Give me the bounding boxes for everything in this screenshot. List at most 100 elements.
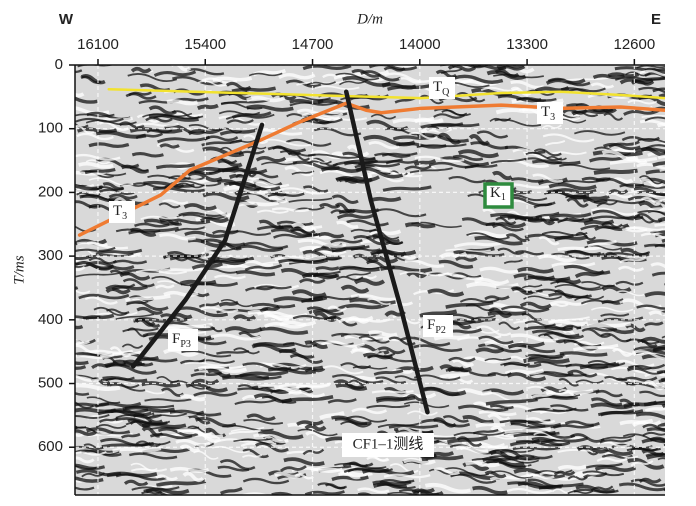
reflection	[357, 487, 390, 494]
reflection	[253, 283, 300, 290]
reflection	[642, 431, 665, 437]
reflection	[652, 161, 665, 167]
reflection	[193, 391, 238, 397]
reflection	[427, 288, 465, 297]
reflection	[674, 186, 696, 190]
reflection	[279, 465, 307, 473]
reflection	[666, 383, 696, 390]
reflection	[132, 182, 170, 189]
reflection	[295, 382, 331, 389]
reflection	[673, 317, 696, 320]
reflection	[217, 465, 250, 472]
reflection	[595, 389, 623, 398]
reflection	[75, 246, 116, 253]
reflection	[570, 433, 605, 443]
reflection	[112, 259, 148, 265]
reflection	[389, 463, 419, 474]
reflection	[638, 477, 662, 484]
reflection	[125, 294, 171, 303]
reflection	[634, 147, 665, 153]
reflection	[291, 170, 315, 176]
reflection	[75, 433, 85, 437]
reflection	[666, 371, 696, 375]
reflection	[222, 424, 274, 432]
reflection	[666, 171, 696, 175]
reflection	[452, 154, 484, 162]
reflection	[523, 325, 574, 331]
reflection	[304, 490, 345, 495]
reflection	[548, 182, 597, 191]
reflection	[128, 226, 179, 235]
reflection	[432, 417, 457, 428]
reflection	[580, 321, 632, 330]
reflection	[671, 192, 696, 196]
reflection	[244, 285, 275, 292]
reflection	[596, 200, 618, 207]
reflection	[169, 409, 222, 417]
reflection	[672, 230, 696, 235]
reflection	[256, 209, 289, 214]
reflection	[334, 417, 368, 426]
reflection	[351, 407, 388, 415]
reflection	[647, 207, 665, 213]
reflection	[548, 303, 569, 308]
reflection	[125, 92, 157, 100]
reflection	[350, 247, 381, 252]
reflection	[490, 470, 534, 479]
reflection	[297, 428, 338, 437]
reflection	[462, 415, 494, 425]
label-main: T	[541, 104, 550, 120]
reflection	[636, 304, 665, 310]
reflection	[75, 339, 90, 345]
reflection	[540, 436, 589, 445]
reflection	[679, 445, 696, 450]
reflection	[464, 163, 498, 169]
reflection	[562, 108, 588, 115]
reflection	[214, 274, 246, 280]
reflection	[258, 219, 284, 230]
reflection	[590, 82, 615, 89]
reflection	[525, 353, 563, 360]
label-main: F	[427, 317, 435, 333]
reflection	[565, 193, 590, 199]
reflection	[271, 491, 294, 495]
reflection	[462, 356, 505, 364]
reflection	[630, 460, 654, 467]
y-tick-label: 500	[38, 374, 63, 391]
reflection	[404, 222, 436, 229]
reflection	[187, 425, 212, 434]
reflection	[567, 369, 598, 378]
reflection	[683, 317, 696, 319]
reflection	[75, 265, 86, 272]
interpreted-line	[130, 122, 265, 369]
reflection	[407, 410, 438, 416]
reflection	[131, 486, 180, 491]
label-background	[109, 201, 135, 223]
reflection	[541, 124, 562, 130]
grid	[75, 65, 665, 495]
reflection	[248, 171, 279, 179]
reflection	[679, 70, 696, 77]
reflection	[501, 305, 550, 313]
reflection	[75, 325, 84, 330]
reflection	[567, 490, 594, 495]
reflection	[515, 454, 553, 460]
reflection	[184, 230, 228, 238]
reflection	[271, 207, 310, 213]
reflection	[683, 212, 696, 219]
label-sub: Q	[442, 87, 450, 98]
reflection	[457, 388, 493, 396]
reflection	[170, 65, 192, 72]
reflection	[647, 151, 665, 158]
reflection	[492, 170, 513, 181]
reflection	[231, 111, 272, 119]
reflection	[619, 78, 654, 85]
reflection	[524, 233, 574, 240]
reflection	[663, 151, 665, 155]
reflection	[259, 326, 309, 335]
reflection	[115, 417, 168, 426]
reflection	[538, 333, 566, 344]
reflection	[551, 252, 590, 260]
reflection	[251, 302, 296, 309]
y-tick-label: 200	[38, 183, 63, 200]
